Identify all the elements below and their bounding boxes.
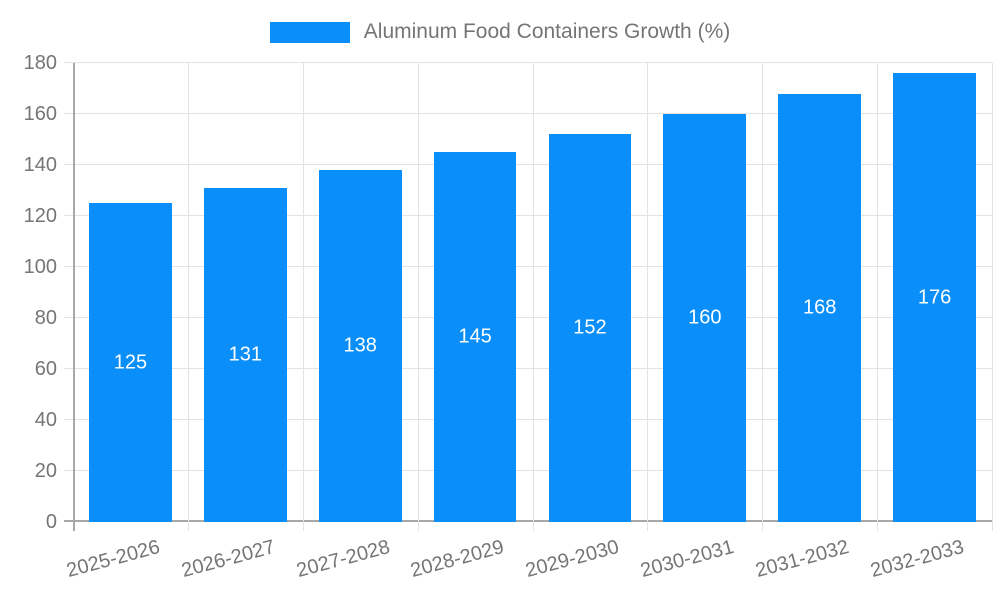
- gridline-v: [762, 63, 764, 531]
- bar-2031-2032[interactable]: 168: [778, 93, 862, 522]
- gridline-h: [64, 215, 992, 217]
- bar-value-label: 125: [113, 351, 148, 374]
- y-tick-label: 20: [34, 460, 57, 483]
- legend-label[interactable]: Aluminum Food Containers Growth (%): [363, 20, 731, 43]
- x-tick-label: 2026-2027: [178, 536, 278, 583]
- bar-2025-2026[interactable]: 125: [89, 203, 172, 522]
- bar-value-label: 145: [458, 325, 492, 348]
- x-tick-label: 2028-2029: [408, 536, 507, 583]
- bar-slot: 168: [762, 63, 877, 522]
- bar-value-label: 160: [688, 306, 722, 329]
- gridline-h: [64, 113, 992, 115]
- bar-2032-2033[interactable]: 176: [893, 73, 976, 522]
- x-tick-label: 2030-2031: [638, 536, 737, 583]
- gridline-h: [64, 368, 992, 370]
- bar-2027-2028[interactable]: 138: [318, 170, 402, 522]
- bar-2030-2031[interactable]: 160: [663, 114, 747, 522]
- gridline-h: [64, 470, 992, 472]
- bar-slot: 138: [303, 63, 418, 522]
- y-tick-label: 0: [45, 511, 57, 533]
- bar-slot: 160: [647, 63, 762, 522]
- x-axis-line: [64, 520, 992, 522]
- gridline-h: [64, 164, 992, 166]
- x-tick-label: 2032-2033: [868, 536, 967, 583]
- bar-value-label: 176: [917, 286, 952, 309]
- bar-slot: 145: [418, 63, 533, 522]
- y-tick-label: 120: [23, 205, 57, 228]
- gridline-v: [187, 63, 189, 531]
- y-tick-label: 40: [34, 409, 57, 432]
- bar-2028-2029[interactable]: 145: [433, 152, 517, 522]
- chart-legend[interactable]: Aluminum Food Containers Growth (%): [0, 20, 1000, 44]
- y-tick-label: 160: [23, 103, 57, 126]
- bar-series: 125 131 138 145 152 160: [73, 63, 992, 522]
- bar-slot: 176: [877, 63, 992, 522]
- x-tick-label: 2025-2026: [64, 536, 163, 583]
- y-tick-label: 140: [23, 154, 57, 177]
- gridline-v: [877, 63, 879, 531]
- bar-value-label: 131: [228, 343, 262, 366]
- gridline-v: [992, 63, 993, 531]
- x-tick-label: 2031-2032: [753, 536, 852, 583]
- bar-slot: 131: [188, 63, 303, 522]
- gridline-v: [647, 63, 649, 531]
- bar-value-label: 152: [573, 316, 607, 339]
- bar-slot: 152: [533, 63, 648, 522]
- y-axis-line: [73, 63, 75, 531]
- x-tick-label: 2027-2028: [293, 536, 392, 583]
- bar-2029-2030[interactable]: 152: [548, 134, 632, 522]
- gridline-v: [302, 63, 304, 531]
- x-axis-tick-labels: 2025-2026 2026-2027 2027-2028 2028-2029 …: [64, 522, 992, 592]
- gridline-v: [417, 63, 419, 531]
- bar-2026-2027[interactable]: 131: [203, 187, 287, 522]
- bar-value-label: 138: [343, 334, 377, 357]
- y-tick-label: 100: [23, 256, 57, 279]
- x-tick-label: 2029-2030: [523, 536, 622, 583]
- y-tick-label: 60: [34, 358, 57, 381]
- bar-value-label: 168: [802, 296, 837, 319]
- bar-slot: 125: [73, 63, 188, 522]
- gridline-h: [64, 419, 992, 421]
- y-tick-label: 180: [23, 52, 57, 74]
- gridline-h: [64, 317, 992, 319]
- gridline-h: [64, 266, 992, 268]
- gridline-v: [532, 63, 534, 531]
- plot-area: 0 20 40 60 80 100 120 140 160 180 125 13…: [24, 53, 993, 582]
- gridline-h: [64, 62, 992, 63]
- legend-swatch-icon[interactable]: [269, 21, 350, 43]
- y-tick-label: 80: [34, 307, 57, 330]
